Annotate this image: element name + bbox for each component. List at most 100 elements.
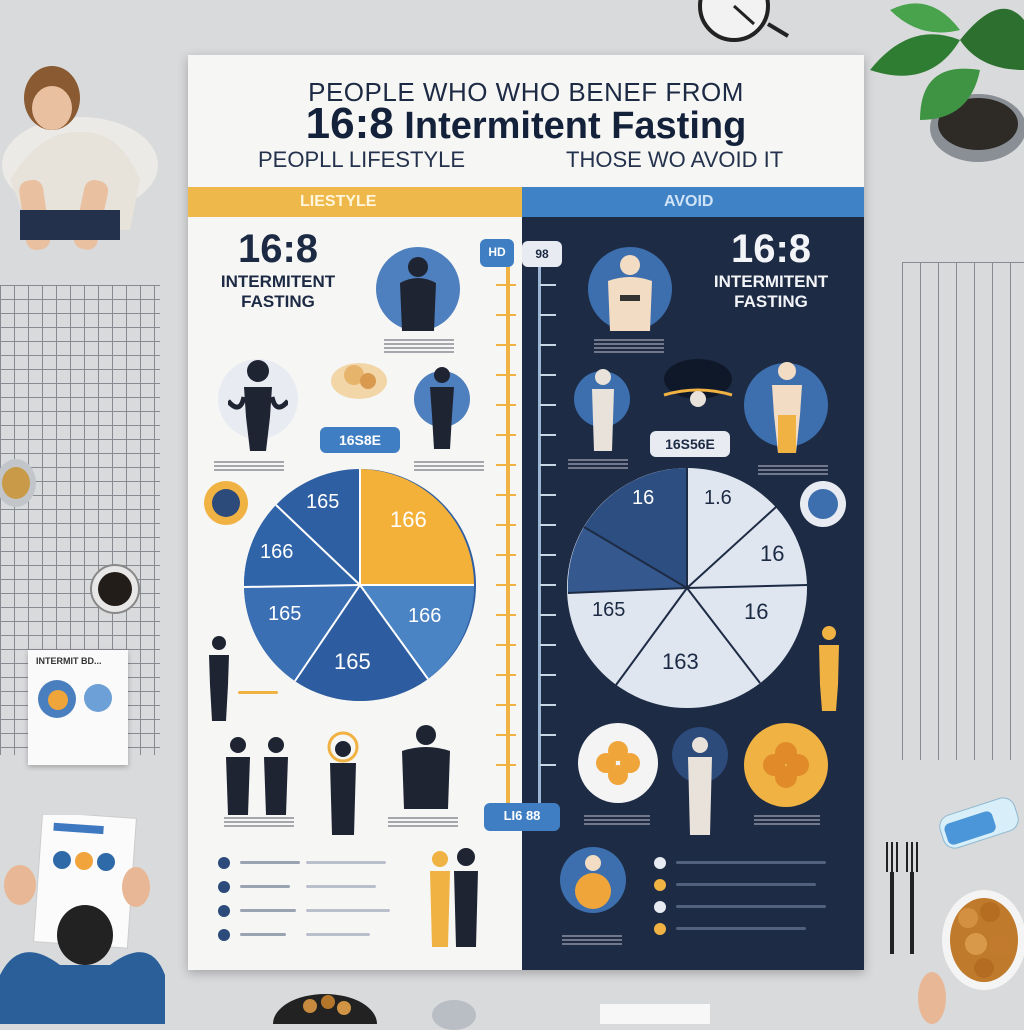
pie-slice-dark2	[567, 527, 687, 593]
right-pie-label-3: 16	[760, 541, 785, 566]
left-caption-5	[388, 817, 458, 829]
coffee-cup	[90, 564, 140, 614]
left-pill-label: 16S8E	[320, 427, 400, 453]
legend-dot	[218, 905, 230, 917]
woman-at-desk	[2, 66, 158, 250]
right-pie-chart	[567, 468, 808, 708]
poster-subtitle-left: PEOPLL LIFESTYLE	[258, 147, 466, 172]
left-accent-line	[238, 691, 278, 694]
person-icon	[228, 360, 288, 451]
plant-decoration	[870, 3, 1024, 162]
left-pie-chart	[243, 469, 476, 701]
scale-top-right: 98	[522, 241, 562, 267]
pie-slice-accent	[360, 469, 474, 585]
legend-line	[306, 861, 386, 864]
legend-line	[240, 885, 290, 888]
legend-line	[676, 927, 806, 930]
snack-bowl	[918, 890, 1024, 1024]
person-icon	[209, 636, 229, 721]
flower-icon	[596, 741, 640, 785]
legend-dot	[654, 923, 666, 935]
person-icon	[430, 367, 454, 449]
right-caption-4	[584, 815, 650, 827]
cup-bottom	[432, 1000, 476, 1030]
left-caption-3	[414, 461, 484, 473]
scale-bottom-label: LI6 88	[484, 803, 560, 831]
left-big-number: 16:8	[237, 227, 319, 271]
left-pie-label-5: 165	[268, 603, 302, 625]
person-icon	[575, 855, 611, 909]
scale-bar-right	[538, 267, 541, 807]
clock-icon	[698, 0, 790, 42]
pamphlet-image-2	[84, 684, 112, 712]
left-caption-1	[384, 339, 454, 353]
cutlery-icon	[886, 842, 918, 954]
right-caption-2	[568, 459, 628, 471]
infographic-poster: PEOPLE WHO WHO BENEF FROM 16:8 Intermite…	[188, 55, 864, 970]
legend-line	[240, 933, 286, 936]
legend-line	[676, 883, 816, 886]
left-pie-label-4: 165	[334, 649, 371, 674]
right-caption-3	[758, 465, 828, 477]
poster-subtitle-right: THOSE WO AVOID IT	[566, 147, 784, 172]
legend-dot	[654, 901, 666, 913]
paper-bottom	[600, 1004, 710, 1024]
scale-bar-left	[506, 267, 510, 807]
legend-line	[240, 861, 300, 864]
right-caption-5	[754, 815, 820, 827]
man-reading	[0, 815, 165, 1024]
flower-icon	[763, 742, 809, 788]
poster-title-number: 16:8	[305, 99, 394, 148]
pamphlet: INTERMIT BD...	[28, 650, 128, 765]
legend-line	[240, 909, 296, 912]
right-flower-circle	[578, 723, 658, 803]
person-icon	[402, 725, 450, 809]
poster-title-rest: Intermitent Fasting	[404, 105, 747, 147]
avoid-band: AVOID	[522, 187, 864, 217]
right-pie-label-6: 165	[592, 599, 626, 621]
pamphlet-image-3	[48, 690, 68, 710]
left-big-text-1: INTERMITENT	[220, 272, 336, 291]
person-icon	[608, 255, 652, 331]
right-flower-circle-2	[744, 723, 828, 807]
left-small-badge-inner	[212, 489, 240, 517]
right-pie-label-4: 16	[744, 599, 769, 624]
pie-slice-dark	[295, 585, 428, 701]
right-caption-1	[594, 339, 664, 353]
legend-dot	[218, 929, 230, 941]
lifestyle-band: LIESTYLE	[188, 187, 522, 217]
water-bottle	[939, 797, 1019, 849]
right-big-text-2: FASTING	[734, 292, 808, 311]
food-bowl	[0, 459, 36, 507]
pie-slice-mid2	[244, 585, 360, 681]
legend-dot	[654, 857, 666, 869]
right-small-badge-inner	[808, 489, 838, 519]
right-big-label: 16:8 INTERMITENT FASTING	[686, 227, 856, 312]
left-pie-label-1: 165	[306, 491, 340, 513]
desk-grid-right	[902, 262, 1024, 760]
pamphlet-title: INTERMIT BD...	[36, 656, 102, 666]
person-icon	[592, 369, 614, 451]
left-pie-label-3: 166	[408, 605, 442, 627]
left-pie-label-2: 166	[390, 507, 427, 532]
avoid-band-label: AVOID	[664, 193, 714, 210]
left-pie-label-6: 166	[260, 541, 294, 563]
scale-ticks	[496, 284, 556, 766]
legend-line	[306, 909, 390, 912]
left-caption-2	[214, 461, 284, 473]
legend-line	[306, 933, 370, 936]
legend-dot	[218, 881, 230, 893]
legend-dot	[654, 879, 666, 891]
legend-line	[676, 861, 826, 864]
left-big-text-2: FASTING	[241, 292, 315, 311]
left-big-label: 16:8 INTERMITENT FASTING	[198, 227, 358, 312]
poster-title-line2: 16:8 Intermitent Fasting	[188, 99, 864, 149]
person-icon	[327, 731, 359, 835]
couple-icon	[226, 737, 288, 815]
right-pie-label-1: 16	[632, 487, 655, 509]
scale-top-left: HD	[480, 239, 514, 267]
legend-line	[306, 885, 376, 888]
couple-icon	[430, 848, 478, 947]
right-big-text-1: INTERMITENT	[713, 272, 829, 291]
legend-dot	[218, 857, 230, 869]
